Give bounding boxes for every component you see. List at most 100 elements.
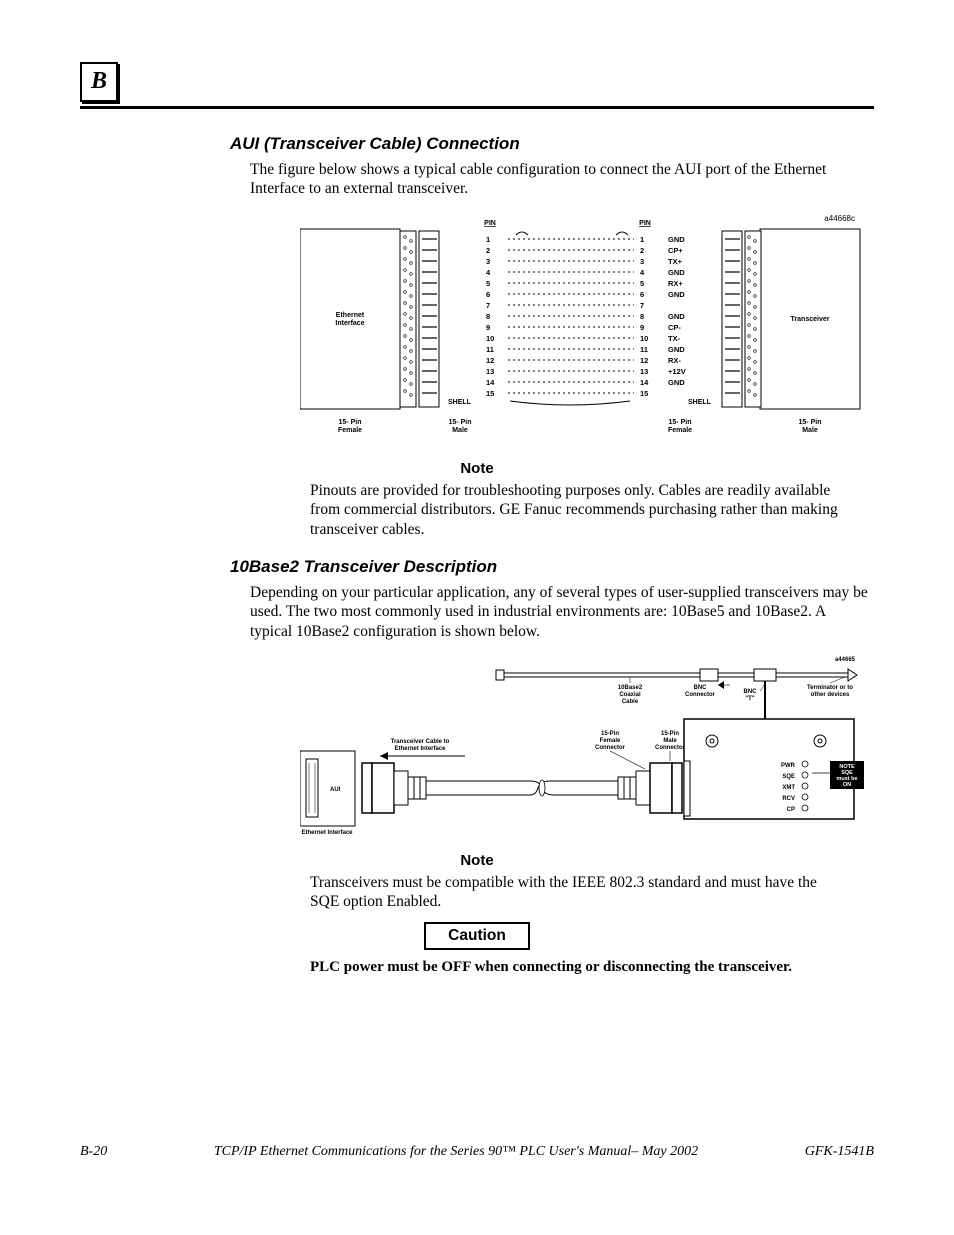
fig1-conn-3b: Male [802, 427, 818, 434]
caution-heading: Caution [424, 922, 530, 950]
fig1-sig-3: GND [668, 268, 685, 277]
fig2-bnc-1: BNC [694, 685, 708, 691]
fig1-sig-13: GND [668, 378, 685, 387]
fig1-shell-l: SHELL [448, 399, 472, 406]
note2-body: Transceivers must be compatible with the… [310, 873, 840, 912]
fig2-sqe-3: ON [843, 782, 851, 788]
fig1-sig-1: CP+ [668, 246, 683, 255]
fig2-led-label-1: SQE [782, 774, 795, 780]
fig1-sig-9: TX- [668, 334, 681, 343]
figure-10base2: a44665 Ethernet Interface AUI Transceive… [300, 651, 874, 846]
note1-heading: Note [80, 460, 874, 477]
fig1-pin-l-13: 14 [486, 378, 495, 387]
fig1-pin-r-9: 10 [640, 334, 648, 343]
fig1-pin-r-4: 5 [640, 279, 644, 288]
fig2-led-label-4: CP [787, 807, 795, 813]
fig1-conn-0a: 15- Pin [339, 419, 362, 426]
fig1-pin-l-9: 10 [486, 334, 494, 343]
note1-body: Pinouts are provided for troubleshooting… [310, 481, 840, 539]
appendix-badge: B [80, 62, 118, 102]
fig1-pin-l-12: 13 [486, 367, 494, 376]
fig1-pin-l-3: 4 [486, 268, 491, 277]
fig1-pin-l-11: 12 [486, 356, 494, 365]
fig2-conn-f-1: 15-Pin [601, 731, 619, 737]
fig2-led-2 [802, 783, 808, 789]
fig1-conn-2a: 15- Pin [669, 419, 692, 426]
footer-right: GFK-1541B [805, 1144, 874, 1160]
fig1-sig-2: TX+ [668, 257, 683, 266]
fig1-sig-4: RX+ [668, 279, 683, 288]
fig1-pin-l-8: 9 [486, 323, 490, 332]
fig2-term-2: other devices [811, 692, 850, 698]
fig1-pin-l-0: 1 [486, 235, 490, 244]
fig2-aui: AUI [330, 787, 341, 793]
fig2-bnct-2: "T" [745, 696, 755, 702]
fig1-pin-r-2: 3 [640, 257, 644, 266]
fig2-conn-f-3: Connector [595, 745, 626, 751]
fig1-sig-10: GND [668, 345, 685, 354]
fig1-pin-l-6: 7 [486, 301, 490, 310]
fig1-pin-r-13: 14 [640, 378, 649, 387]
fig1-sig-11: RX- [668, 356, 681, 365]
fig2-led-label-2: XMT [782, 785, 795, 791]
fig1-pin-r-10: 11 [640, 345, 648, 354]
fig1-pin-r-11: 12 [640, 356, 648, 365]
fig2-bnc-2: Connector [685, 692, 716, 698]
fig1-pin-l-1: 2 [486, 246, 490, 255]
fig1-right-block: Transceiver [791, 316, 830, 323]
body-10base2: Depending on your particular application… [250, 583, 870, 641]
fig1-ref: a44668c [824, 214, 855, 223]
fig2-conn-f-2: Female [600, 738, 621, 744]
fig1-conn-0b: Female [338, 427, 362, 434]
fig1-shell-r: SHELL [688, 399, 712, 406]
fig2-coax-2: Coaxial [619, 692, 641, 698]
fig1-sig-0: GND [668, 235, 685, 244]
page-footer: B-20 TCP/IP Ethernet Communications for … [80, 1144, 874, 1160]
caution-body: PLC power must be OFF when connecting or… [310, 958, 840, 977]
fig1-conn-3a: 15- Pin [799, 419, 822, 426]
fig2-cable-2: Ethernet Interface [394, 746, 446, 752]
fig1-left-block-2: Interface [335, 320, 364, 327]
fig1-pin-r-0: 1 [640, 235, 644, 244]
fig1-pin-r-3: 4 [640, 268, 645, 277]
heading-10base2: 10Base2 Transceiver Description [230, 557, 874, 577]
fig1-pin-l-2: 3 [486, 257, 490, 266]
fig2-cable-1: Transceiver Cable to [391, 739, 450, 745]
footer-mid: TCP/IP Ethernet Communications for the S… [214, 1144, 698, 1160]
fig1-sig-5: GND [668, 290, 685, 299]
fig2-term-1: Terminator or to [807, 685, 853, 691]
fig1-pin-l-14: 15 [486, 389, 494, 398]
body-aui: The figure below shows a typical cable c… [250, 160, 870, 199]
fig2-conn-m-2: Male [663, 738, 677, 744]
fig1-pin-r-14: 15 [640, 389, 648, 398]
fig2-led-4 [802, 805, 808, 811]
fig2-conn-m-1: 15-Pin [661, 731, 679, 737]
fig2-led-3 [802, 794, 808, 800]
top-rule [80, 106, 874, 109]
footer-left: B-20 [80, 1144, 107, 1160]
heading-aui: AUI (Transceiver Cable) Connection [230, 134, 874, 154]
fig2-led-0 [802, 761, 808, 767]
fig2-led-1 [802, 772, 808, 778]
fig1-pin-r-12: 13 [640, 367, 648, 376]
figure-aui-cable: a44668c Ethernet Interface Transceiver [300, 209, 874, 454]
fig1-sig-8: CP- [668, 323, 681, 332]
fig2-bnct-1: BNC [744, 689, 758, 695]
fig1-pin-r-1: 2 [640, 246, 644, 255]
note2-heading: Note [80, 852, 874, 869]
fig2-coax-3: Cable [622, 699, 639, 705]
fig1-sig-7: GND [668, 312, 685, 321]
fig2-ref: a44665 [835, 657, 856, 663]
fig1-conn-2b: Female [668, 427, 692, 434]
fig1-pin-hdr-l: PIN [484, 220, 496, 227]
fig1-pin-l-10: 11 [486, 345, 494, 354]
fig1-left-block-1: Ethernet [336, 312, 365, 319]
fig1-conn-1b: Male [452, 427, 468, 434]
fig1-pin-l-4: 5 [486, 279, 490, 288]
fig1-pin-r-8: 9 [640, 323, 644, 332]
fig1-sig-12: +12V [668, 367, 686, 376]
fig2-coax-1: 10Base2 [618, 685, 643, 691]
fig1-pin-r-5: 6 [640, 290, 644, 299]
fig2-led-label-3: RCV [782, 796, 795, 802]
fig1-pin-r-7: 8 [640, 312, 644, 321]
